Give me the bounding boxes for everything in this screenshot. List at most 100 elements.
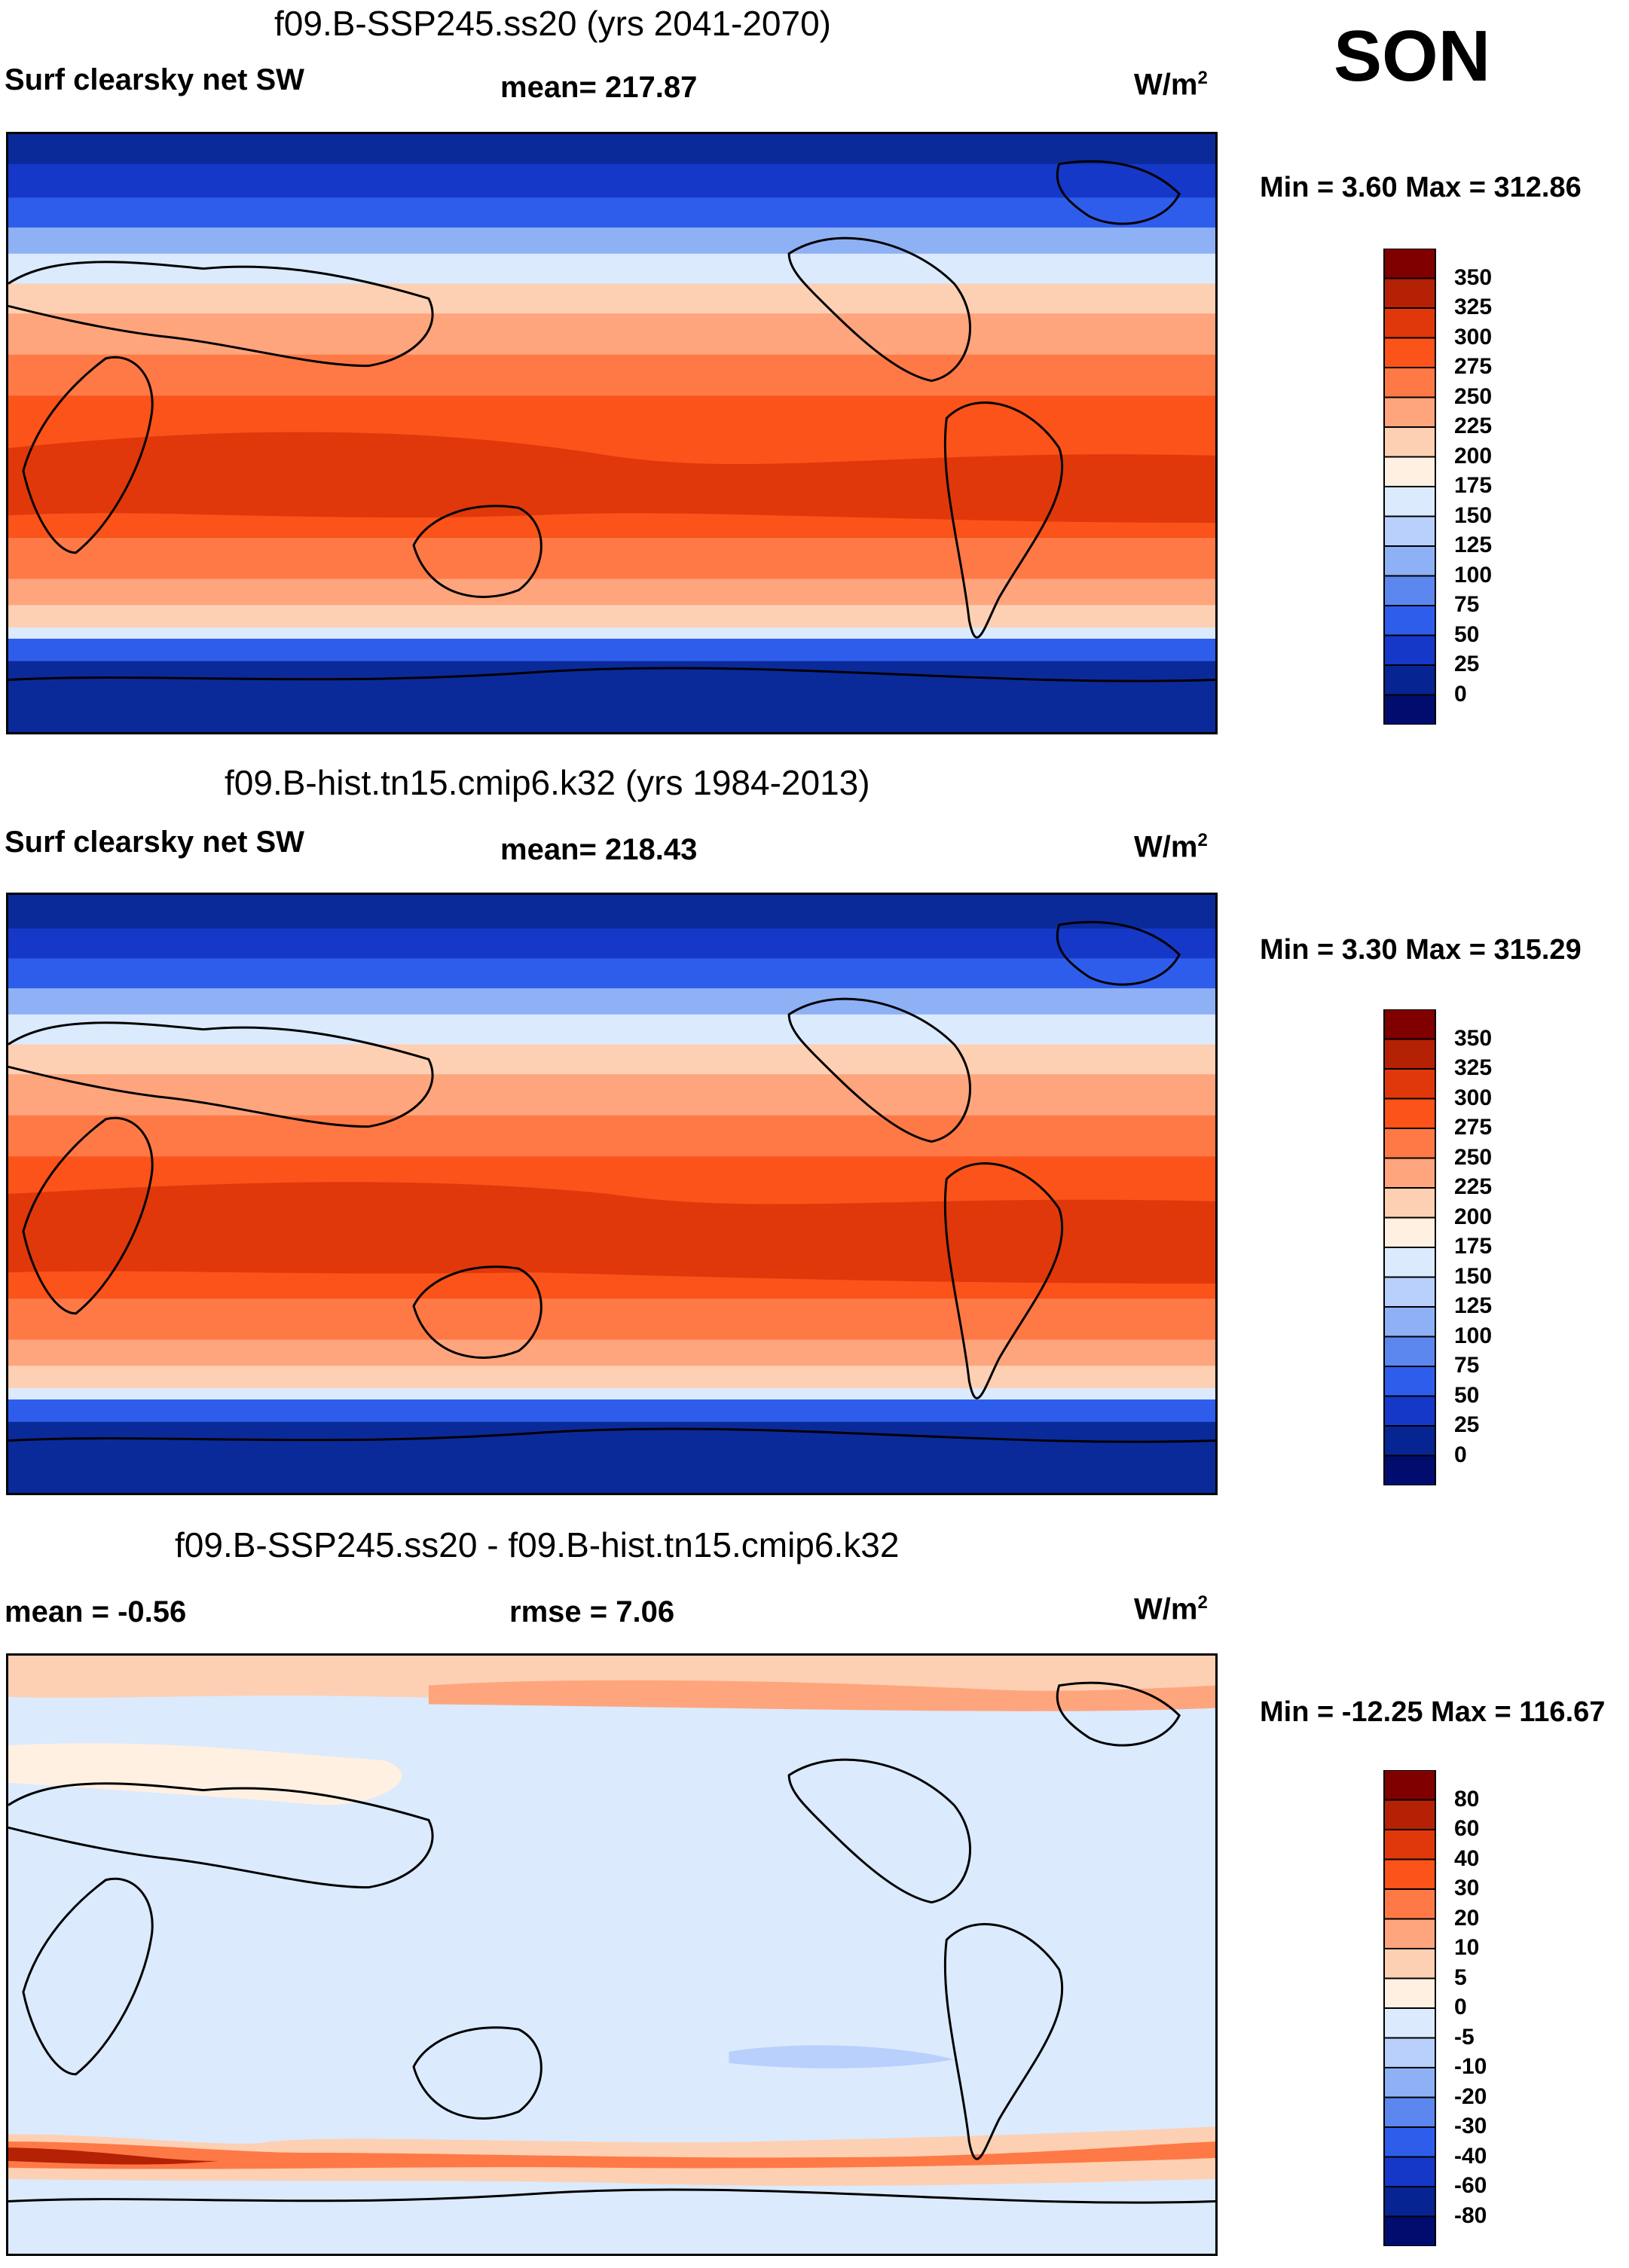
panel-1-mean-label: mean= 217.87 bbox=[500, 71, 698, 104]
colorbar-swatch bbox=[1383, 1097, 1436, 1129]
panel-3-title: f09.B-SSP245.ss20 - f09.B-hist.tn15.cmip… bbox=[175, 1525, 900, 1564]
colorbar-tick-label: 0 bbox=[1454, 1995, 1467, 2019]
panel-1-colorbar-svg bbox=[1383, 249, 1436, 725]
colorbar-tick-label: 20 bbox=[1454, 1905, 1480, 1931]
colorbar-swatch bbox=[1383, 1216, 1436, 1248]
colorbar-tick-label: 325 bbox=[1454, 1055, 1493, 1080]
colorbar-swatch bbox=[1383, 1306, 1436, 1338]
panel-2-colorbar-svg bbox=[1383, 1009, 1436, 1485]
colorbar-tick-label: -20 bbox=[1454, 2083, 1487, 2109]
panel-1-colorbar bbox=[1383, 249, 1436, 725]
colorbar-swatch bbox=[1383, 1948, 1436, 1980]
colorbar-tick-label: 5 bbox=[1454, 1964, 1467, 1990]
colorbar-tick-label: 125 bbox=[1454, 1293, 1493, 1318]
colorbar-swatch bbox=[1383, 1157, 1436, 1189]
panel-3-map bbox=[6, 1653, 1218, 2256]
colorbar-swatch bbox=[1383, 1977, 1436, 2009]
colorbar-tick-label: 225 bbox=[1454, 414, 1493, 438]
colorbar-swatch bbox=[1383, 396, 1436, 428]
colorbar-tick-label: 175 bbox=[1454, 473, 1493, 498]
panel-2-colorbar bbox=[1383, 1009, 1436, 1485]
colorbar-swatch bbox=[1383, 1888, 1436, 1920]
colorbar-swatch bbox=[1383, 1068, 1436, 1100]
colorbar-tick-label: 350 bbox=[1454, 1025, 1493, 1051]
colorbar-swatch bbox=[1383, 307, 1436, 339]
panel-2-mean-label: mean= 218.43 bbox=[500, 833, 698, 866]
colorbar-tick-label: 80 bbox=[1454, 1786, 1480, 1812]
colorbar-swatch bbox=[1383, 1918, 1436, 1949]
colorbar-swatch bbox=[1383, 486, 1436, 517]
colorbar-swatch bbox=[1383, 249, 1436, 279]
colorbar-tick-label: 225 bbox=[1454, 1174, 1493, 1199]
colorbar-tick-label: -80 bbox=[1454, 2202, 1487, 2228]
colorbar-tick-label: -10 bbox=[1454, 2054, 1487, 2079]
colorbar-swatch bbox=[1383, 1009, 1436, 1040]
colorbar-tick-label: 0 bbox=[1454, 681, 1467, 707]
panel-3-units: W/m2 bbox=[1134, 1592, 1208, 1626]
colorbar-tick-label: 100 bbox=[1454, 562, 1493, 588]
colorbar-swatch bbox=[1383, 605, 1436, 636]
colorbar-swatch bbox=[1383, 515, 1436, 547]
colorbar-swatch bbox=[1383, 2067, 1436, 2099]
colorbar-swatch bbox=[1383, 1276, 1436, 1308]
colorbar-swatch bbox=[1383, 575, 1436, 606]
colorbar-tick-label: 300 bbox=[1454, 324, 1493, 350]
colorbar-swatch bbox=[1383, 1395, 1436, 1427]
colorbar-swatch bbox=[1383, 1455, 1436, 1485]
colorbar-tick-label: 50 bbox=[1454, 621, 1480, 647]
colorbar-swatch bbox=[1383, 545, 1436, 577]
colorbar-swatch bbox=[1383, 1858, 1436, 1890]
colorbar-swatch bbox=[1383, 337, 1436, 368]
colorbar-tick-label: 40 bbox=[1454, 1845, 1480, 1871]
colorbar-swatch bbox=[1383, 1829, 1436, 1860]
colorbar-tick-label: 325 bbox=[1454, 295, 1493, 319]
colorbar-tick-label: 25 bbox=[1454, 1412, 1480, 1437]
colorbar-tick-label: 275 bbox=[1454, 354, 1493, 379]
panel-2-variable-label: Surf clearsky net SW bbox=[5, 826, 304, 859]
colorbar-tick-label: 250 bbox=[1454, 383, 1493, 409]
colorbar-swatch bbox=[1383, 2156, 1436, 2187]
colorbar-tick-label: 275 bbox=[1454, 1115, 1493, 1140]
colorbar-tick-label: 50 bbox=[1454, 1382, 1480, 1408]
colorbar-tick-label: 10 bbox=[1454, 1935, 1480, 1960]
colorbar-swatch bbox=[1383, 634, 1436, 666]
colorbar-swatch bbox=[1383, 1187, 1436, 1219]
colorbar-tick-label: 60 bbox=[1454, 1816, 1480, 1841]
colorbar-swatch bbox=[1383, 1335, 1436, 1367]
colorbar-swatch bbox=[1383, 367, 1436, 398]
colorbar-tick-label: 100 bbox=[1454, 1323, 1493, 1348]
colorbar-tick-label: -5 bbox=[1454, 2024, 1475, 2050]
colorbar-tick-label: 75 bbox=[1454, 592, 1480, 617]
colorbar-tick-label: 250 bbox=[1454, 1144, 1493, 1170]
panel-3-colorbar-svg bbox=[1383, 1770, 1436, 2246]
colorbar-tick-label: 125 bbox=[1454, 533, 1493, 557]
colorbar-swatch bbox=[1383, 2096, 1436, 2128]
colorbar-swatch bbox=[1383, 1038, 1436, 1070]
season-label: SON bbox=[1334, 16, 1491, 96]
panel-2-minmax: Min = 3.30 Max = 315.29 bbox=[1260, 934, 1582, 966]
panel-1-minmax: Min = 3.60 Max = 312.86 bbox=[1260, 172, 1582, 203]
colorbar-swatch bbox=[1383, 1770, 1436, 1801]
colorbar-swatch bbox=[1383, 1799, 1436, 1830]
panel-2-map bbox=[6, 893, 1218, 1495]
colorbar-swatch bbox=[1383, 426, 1436, 458]
colorbar-swatch bbox=[1383, 2186, 1436, 2218]
panel-1-variable-label: Surf clearsky net SW bbox=[5, 63, 304, 96]
panel-1-title: f09.B-SSP245.ss20 (yrs 2041-2070) bbox=[274, 4, 831, 43]
colorbar-swatch bbox=[1383, 694, 1436, 725]
panel-2-title: f09.B-hist.tn15.cmip6.k32 (yrs 1984-2013… bbox=[225, 763, 870, 802]
colorbar-swatch bbox=[1383, 1425, 1436, 1457]
colorbar-swatch bbox=[1383, 2126, 1436, 2158]
colorbar-swatch bbox=[1383, 2215, 1436, 2246]
panel-1-units: W/m2 bbox=[1134, 68, 1208, 102]
colorbar-tick-label: 0 bbox=[1454, 1442, 1467, 1467]
colorbar-tick-label: 75 bbox=[1454, 1353, 1480, 1378]
panel-3-map-svg bbox=[8, 1656, 1215, 2254]
colorbar-tick-label: 25 bbox=[1454, 652, 1480, 676]
colorbar-swatch bbox=[1383, 2037, 1436, 2068]
colorbar-swatch bbox=[1383, 664, 1436, 696]
panel-1-map bbox=[6, 132, 1218, 734]
panel-3-mean-label: mean = -0.56 bbox=[5, 1595, 187, 1629]
colorbar-tick-label: 175 bbox=[1454, 1234, 1493, 1259]
colorbar-swatch bbox=[1383, 1247, 1436, 1278]
